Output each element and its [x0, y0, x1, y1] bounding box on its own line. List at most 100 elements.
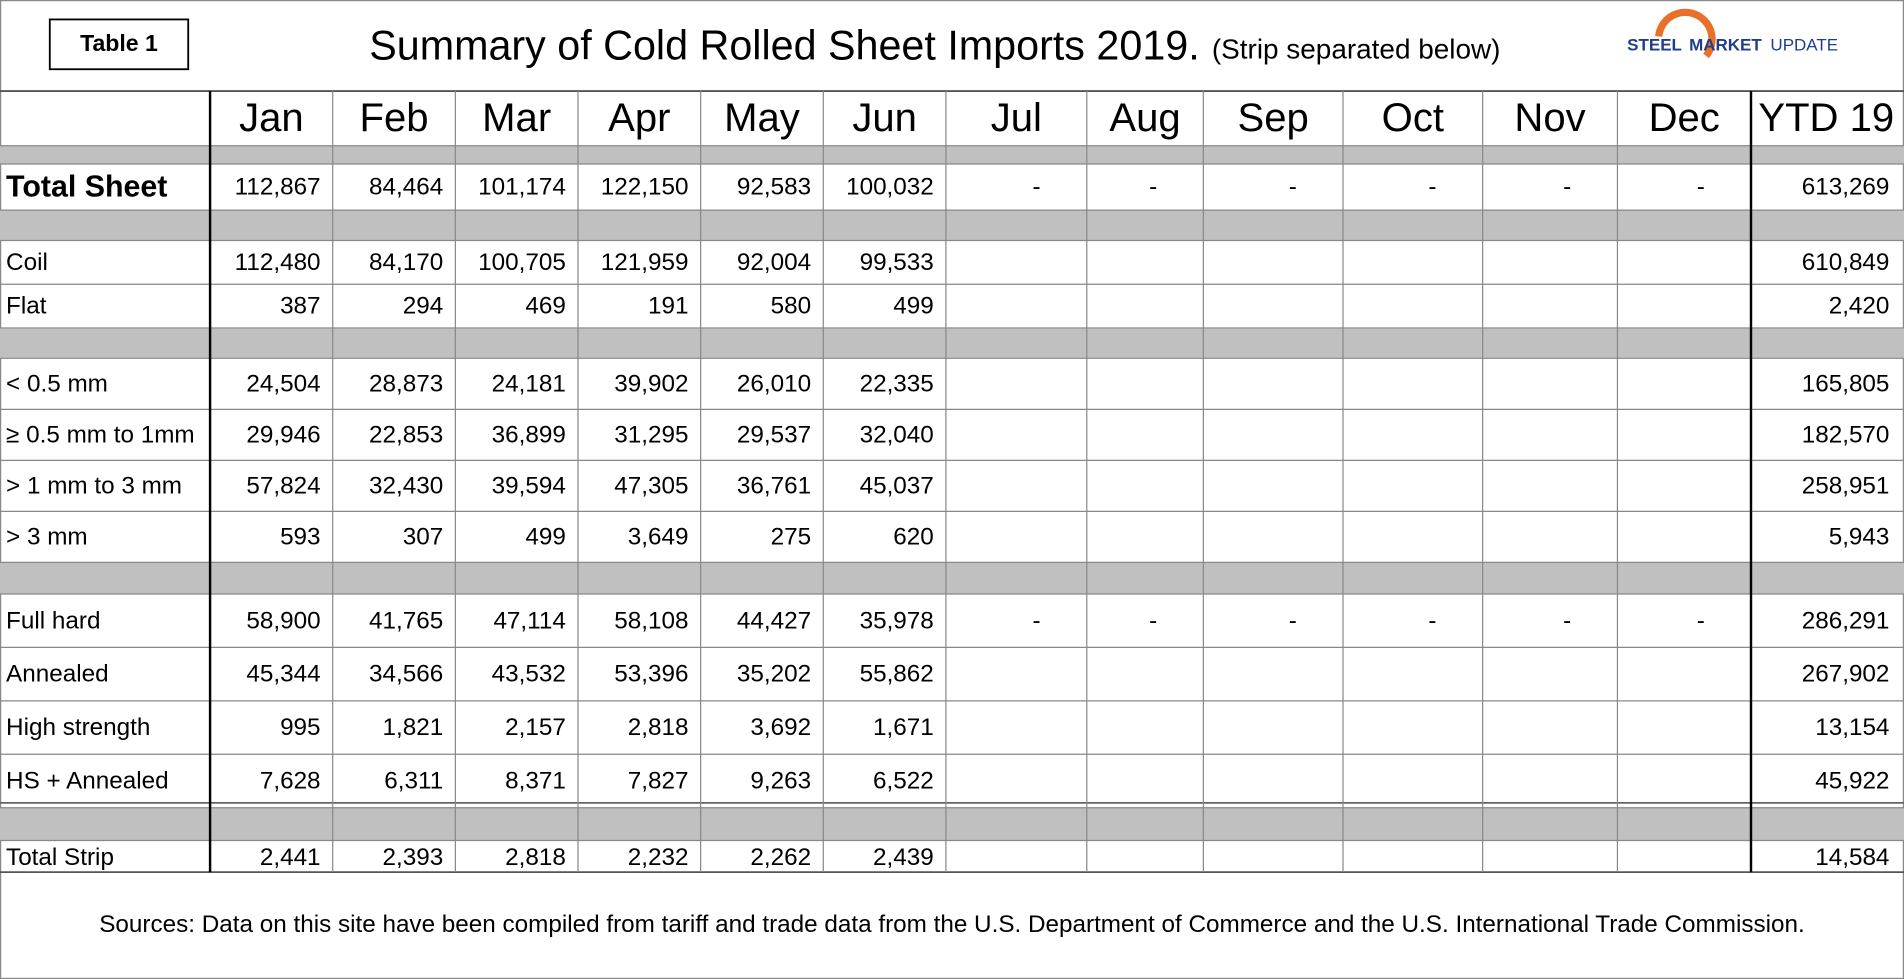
cell-value: 28,873 — [369, 370, 443, 397]
cell-value: 58,108 — [614, 607, 688, 634]
cell-value: 36,899 — [492, 421, 566, 448]
cell-value: 100,032 — [846, 174, 934, 201]
table-label: Table 1 — [80, 30, 158, 56]
cell-value: 112,480 — [235, 249, 321, 276]
cell-value: - — [1033, 174, 1041, 201]
cell-value: 995 — [280, 714, 320, 741]
cell-value: 6,522 — [873, 768, 934, 795]
row-label: > 3 mm — [6, 523, 88, 550]
cell-value: - — [1149, 607, 1157, 634]
separator-band — [0, 562, 1904, 594]
cell-value: 47,305 — [614, 472, 688, 499]
cell-value: 41,765 — [369, 607, 443, 634]
cell-value: 57,824 — [246, 472, 320, 499]
cell-value: 53,396 — [614, 661, 688, 688]
separator-band — [0, 807, 1904, 841]
cell-value: 101,174 — [478, 174, 566, 201]
logo-swoosh — [1655, 8, 1716, 59]
cell-value: - — [1697, 607, 1705, 634]
cell-value: 2,441 — [260, 844, 321, 871]
cell-value: 2,262 — [750, 844, 811, 871]
row-label: ≥ 0.5 mm to 1mm — [6, 421, 195, 448]
cell-value: - — [1428, 174, 1436, 201]
cell-value: 32,040 — [860, 421, 934, 448]
label-box — [48, 18, 190, 71]
column-header: Feb — [360, 96, 429, 140]
cell-value: 9,263 — [750, 768, 811, 795]
cell-value: 44,427 — [737, 607, 811, 634]
cell-value: 165,805 — [1802, 370, 1890, 397]
cell-value: - — [1563, 174, 1571, 201]
cell-value: 43,532 — [492, 661, 566, 688]
cell-value: 92,583 — [737, 174, 811, 201]
cell-value: 8,371 — [505, 768, 566, 795]
row-label: Total Sheet — [6, 170, 167, 203]
cell-value: 620 — [893, 523, 933, 550]
title: Summary of Cold Rolled Sheet Imports 201… — [369, 22, 1199, 68]
cell-value: 3,692 — [750, 714, 811, 741]
row-label: Coil — [6, 249, 48, 276]
cell-value: 122,150 — [601, 174, 689, 201]
cell-value: 84,464 — [369, 174, 443, 201]
separator-band — [0, 327, 1904, 359]
cell-value: 22,335 — [860, 370, 934, 397]
cell-value: 610,849 — [1802, 249, 1890, 276]
cell-value: 55,862 — [860, 661, 934, 688]
cell-value: 613,269 — [1802, 174, 1890, 201]
cell-value: 2,818 — [628, 714, 689, 741]
cell-value: - — [1563, 607, 1571, 634]
row-label: > 1 mm to 3 mm — [6, 472, 182, 499]
source-note: Sources: Data on this site have been com… — [99, 911, 1804, 938]
row-label: Flat — [6, 293, 47, 320]
cell-value: 267,902 — [1802, 661, 1890, 688]
column-header: Dec — [1649, 96, 1720, 140]
cell-value: 3,649 — [628, 523, 689, 550]
cell-value: 191 — [648, 293, 688, 320]
cell-value: 45,922 — [1815, 768, 1889, 795]
logo-word: MARKET — [1689, 36, 1762, 55]
cell-value: 387 — [280, 293, 320, 320]
cell-value: - — [1697, 174, 1705, 201]
cell-value: 45,344 — [246, 661, 320, 688]
cell-value: 499 — [893, 293, 933, 320]
cell-value: 6,311 — [384, 768, 443, 795]
cell-value: 31,295 — [614, 421, 688, 448]
logo-word: STEEL — [1627, 36, 1682, 55]
cell-value: 275 — [771, 523, 811, 550]
cell-value: 7,628 — [260, 768, 321, 795]
cell-value: 2,157 — [505, 714, 566, 741]
column-header: Jan — [239, 96, 304, 140]
cell-value: - — [1033, 607, 1041, 634]
cell-value: 1,671 — [873, 714, 934, 741]
cell-value: 499 — [525, 523, 565, 550]
separator-band — [0, 210, 1904, 241]
cell-value: - — [1289, 174, 1297, 201]
cell-value: 2,818 — [505, 844, 566, 871]
column-header: Jul — [991, 96, 1042, 140]
cell-value: 2,439 — [873, 844, 934, 871]
cell-value: 36,761 — [737, 472, 811, 499]
cell-value: 182,570 — [1802, 421, 1890, 448]
column-header: Nov — [1514, 96, 1585, 140]
cell-value: 580 — [771, 293, 811, 320]
row-label: High strength — [6, 714, 150, 741]
cell-value: 29,537 — [737, 421, 811, 448]
cell-value: 47,114 — [493, 607, 565, 634]
row-label: Total Strip — [6, 844, 114, 871]
cell-value: 24,181 — [492, 370, 566, 397]
column-header: Aug — [1109, 96, 1180, 140]
cell-value: 58,900 — [246, 607, 320, 634]
cell-value: 29,946 — [246, 421, 320, 448]
subtitle: (Strip separated below) — [1212, 33, 1501, 64]
cell-value: - — [1289, 607, 1297, 634]
cell-value: 2,393 — [382, 844, 443, 871]
cell-value: 32,430 — [369, 472, 443, 499]
row-label: Annealed — [6, 661, 109, 688]
cell-value: 26,010 — [737, 370, 811, 397]
cell-value: 294 — [403, 293, 443, 320]
column-header: YTD 19 — [1758, 96, 1894, 140]
row-label: HS + Annealed — [6, 768, 169, 795]
cell-value: 7,827 — [628, 768, 689, 795]
